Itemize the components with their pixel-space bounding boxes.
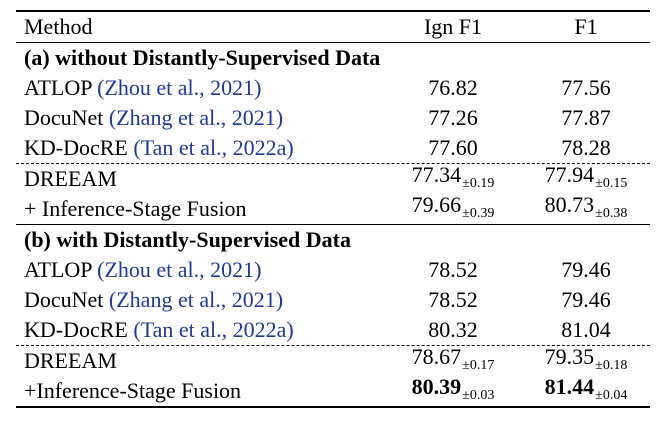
f1-cell: 77.56	[561, 75, 611, 100]
table-row: KD-DocRE (Tan et al., 2022a) 77.60 78.28	[16, 133, 650, 163]
section-a-title: (a) without Distantly-Supervised Data	[24, 45, 381, 70]
table-row: ATLOP (Zhou et al., 2021) 76.82 77.56	[16, 73, 650, 103]
f1-value: 79.35	[544, 343, 595, 369]
ign-f1-cell: 80.32	[428, 317, 478, 342]
f1-std: ±0.38	[595, 205, 628, 221]
method-cell: ATLOP (Zhou et al., 2021)	[16, 73, 384, 103]
ign-f1-cell: 80.39±0.03	[384, 372, 522, 411]
f1-cell: 79.46	[561, 257, 611, 282]
method-name: DocuNet	[24, 287, 104, 312]
ign-f1-value: 77.34	[411, 161, 462, 187]
f1-std: ±0.04	[595, 387, 628, 403]
method-cell: DocuNet (Zhang et al., 2021)	[16, 103, 384, 133]
ign-f1-cell: 77.34±0.19	[384, 160, 522, 199]
bottom-rule	[16, 406, 650, 408]
header-f1: F1	[574, 14, 598, 39]
f1-cell: 80.73±0.38	[522, 190, 650, 229]
f1-cell: 79.46	[561, 287, 611, 312]
ign-f1-std: ±0.03	[462, 387, 495, 403]
citation-link[interactable]: (Zhou et al., 2021)	[97, 257, 262, 282]
table-row: DocuNet (Zhang et al., 2021) 77.26 77.87	[16, 103, 650, 133]
method-name: DREEAM	[24, 166, 117, 191]
citation-link[interactable]: (Tan et al., 2022a)	[133, 135, 294, 160]
ign-f1-value: 80.39	[411, 373, 462, 399]
method-cell: ATLOP (Zhou et al., 2021)	[16, 255, 384, 285]
method-name: KD-DocRE	[24, 135, 128, 160]
f1-cell: 81.04	[561, 317, 611, 342]
ign-f1-value: 78.67	[411, 343, 462, 369]
method-cell: KD-DocRE (Tan et al., 2022a)	[16, 315, 384, 345]
dashed-divider	[16, 345, 650, 346]
header-row: Method Ign F1 F1	[16, 12, 650, 42]
f1-value: 77.94	[544, 161, 595, 187]
ign-f1-cell: 78.67±0.17	[384, 342, 522, 381]
citation-link[interactable]: (Tan et al., 2022a)	[133, 317, 294, 342]
method-name: +Inference-Stage Fusion	[24, 378, 242, 403]
section-b-title: (b) with Distantly-Supervised Data	[24, 227, 351, 252]
f1-value: 81.44	[544, 373, 595, 399]
table-row: DREEAM 78.67±0.17 79.35±0.18	[16, 344, 650, 376]
ign-f1-std: ±0.39	[462, 205, 495, 221]
header-ign-f1: Ign F1	[423, 14, 483, 39]
table-row: KD-DocRE (Tan et al., 2022a) 80.32 81.04	[16, 315, 650, 345]
ign-f1-cell: 77.60	[428, 135, 478, 160]
section-b-title-row: (b) with Distantly-Supervised Data	[16, 225, 650, 255]
ign-f1-cell: 78.52	[428, 257, 478, 282]
table-row: + Inference-Stage Fusion 79.66±0.39 80.7…	[16, 192, 650, 224]
f1-value: 80.73	[544, 191, 595, 217]
method-name: ATLOP	[24, 75, 92, 100]
citation-link[interactable]: (Zhang et al., 2021)	[108, 287, 284, 312]
f1-std: ±0.18	[595, 357, 628, 373]
ign-f1-cell: 78.52	[428, 287, 478, 312]
header-method: Method	[24, 14, 93, 39]
citation-link[interactable]: (Zhou et al., 2021)	[97, 75, 262, 100]
ign-f1-value: 79.66	[411, 191, 462, 217]
ign-f1-std: ±0.17	[462, 357, 495, 373]
f1-cell: 77.94±0.15	[522, 160, 650, 199]
table-row: DocuNet (Zhang et al., 2021) 78.52 79.46	[16, 285, 650, 315]
section-rule	[16, 224, 650, 225]
results-table: Method Ign F1 F1 (a) without Distantly-S…	[16, 10, 650, 408]
top-rule	[16, 10, 650, 12]
dashed-divider	[16, 163, 650, 164]
f1-cell: 77.87	[561, 105, 611, 130]
method-cell: KD-DocRE (Tan et al., 2022a)	[16, 133, 384, 163]
method-name: DREEAM	[24, 348, 117, 373]
ign-f1-std: ±0.19	[462, 175, 495, 191]
citation-link[interactable]: (Zhang et al., 2021)	[108, 105, 284, 130]
ign-f1-cell: 77.26	[428, 105, 478, 130]
table-row: +Inference-Stage Fusion 80.39±0.03 81.44…	[16, 374, 650, 406]
method-name: DocuNet	[24, 105, 104, 130]
f1-cell: 79.35±0.18	[522, 342, 650, 381]
f1-cell: 81.44±0.04	[522, 372, 650, 411]
table-row: ATLOP (Zhou et al., 2021) 78.52 79.46	[16, 255, 650, 285]
f1-cell: 78.28	[561, 135, 611, 160]
f1-std: ±0.15	[595, 175, 628, 191]
method-name: ATLOP	[24, 257, 92, 282]
method-cell: DocuNet (Zhang et al., 2021)	[16, 285, 384, 315]
method-name: KD-DocRE	[24, 317, 128, 342]
ign-f1-cell: 76.82	[428, 75, 478, 100]
header-rule	[16, 42, 650, 43]
method-name: + Inference-Stage Fusion	[24, 196, 247, 221]
table-row: DREEAM 77.34±0.19 77.94±0.15	[16, 162, 650, 194]
ign-f1-cell: 79.66±0.39	[384, 190, 522, 229]
section-a-title-row: (a) without Distantly-Supervised Data	[16, 43, 650, 73]
